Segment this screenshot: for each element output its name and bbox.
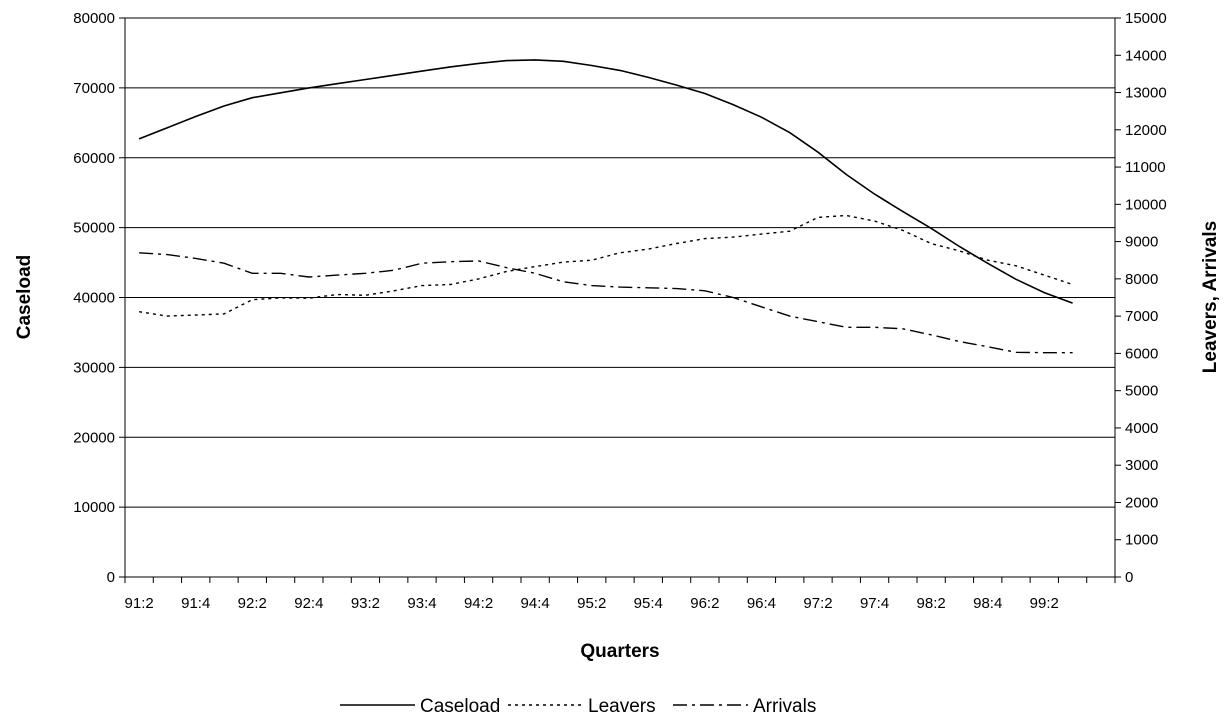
left-axis-ticks: 0 10000 20000 30000 40000 50000 60000 70000 8000… bbox=[73, 10, 125, 586]
x-axis-title: Quarters bbox=[580, 641, 659, 662]
right-tick-label: 10000 bbox=[1125, 196, 1167, 213]
series-lines bbox=[138, 59, 1073, 354]
right-tick-label: 12000 bbox=[1125, 122, 1167, 139]
left-tick-label: 60000 bbox=[73, 150, 115, 167]
x-axis-ticks: 91:2 91:4 92:2 92:4 93:2 93:4 94:2 94:4 95:2 95:4… bbox=[124, 577, 1116, 612]
right-tick-label: 9000 bbox=[1125, 234, 1158, 251]
x-tick-label: 95:4 bbox=[634, 595, 663, 612]
series-line-caseload bbox=[138, 59, 1073, 304]
left-tick-label: 50000 bbox=[73, 220, 115, 237]
left-tick-label: 10000 bbox=[73, 499, 115, 516]
legend-label-arrivals: Arrivals bbox=[753, 696, 816, 717]
right-tick-label: 7000 bbox=[1125, 308, 1158, 325]
x-tick-label: 98:4 bbox=[973, 595, 1002, 612]
x-tick-label: 97:2 bbox=[803, 595, 832, 612]
right-tick-label: 6000 bbox=[1125, 345, 1158, 362]
right-tick-label: 1000 bbox=[1125, 532, 1158, 549]
legend-label-leavers: Leavers bbox=[588, 696, 656, 717]
x-tick-label: 92:4 bbox=[294, 595, 323, 612]
left-tick-label: 80000 bbox=[73, 10, 115, 27]
gridlines bbox=[125, 87, 1115, 508]
series-line-leavers bbox=[138, 214, 1073, 317]
x-tick-label: 93:2 bbox=[351, 595, 380, 612]
left-tick-label: 30000 bbox=[73, 359, 115, 376]
legend: Caseload Leavers Arrivals bbox=[340, 696, 816, 717]
x-tick-label: 97:4 bbox=[860, 595, 889, 612]
x-tick-label: 94:2 bbox=[464, 595, 493, 612]
x-tick-label: 96:4 bbox=[747, 595, 776, 612]
left-tick-label: 20000 bbox=[73, 429, 115, 446]
right-tick-label: 15000 bbox=[1125, 10, 1167, 27]
right-axis-ticks: 0 1000 2000 3000 4000 5000 6000 7000 8000 9000 100… bbox=[1115, 10, 1167, 586]
x-tick-label: 94:4 bbox=[521, 595, 550, 612]
right-tick-label: 11000 bbox=[1125, 159, 1166, 176]
x-tick-label: 93:4 bbox=[407, 595, 436, 612]
x-tick-label: 91:4 bbox=[181, 595, 210, 612]
right-tick-label: 3000 bbox=[1125, 457, 1158, 474]
left-tick-label: 0 bbox=[107, 569, 115, 586]
right-tick-label: 5000 bbox=[1125, 383, 1158, 400]
x-tick-label: 99:2 bbox=[1030, 595, 1059, 612]
left-tick-label: 40000 bbox=[73, 290, 115, 307]
x-tick-label: 98:2 bbox=[917, 595, 946, 612]
series-line-arrivals bbox=[139, 252, 1073, 354]
x-tick-label: 92:2 bbox=[238, 595, 267, 612]
right-tick-label: 2000 bbox=[1125, 494, 1158, 511]
x-tick-label: 95:2 bbox=[577, 595, 606, 612]
left-tick-label: 70000 bbox=[73, 80, 115, 97]
right-tick-label: 0 bbox=[1125, 569, 1133, 586]
right-tick-label: 8000 bbox=[1125, 271, 1158, 288]
y2-axis-title: Leavers, Arrivals bbox=[1200, 221, 1221, 373]
right-tick-label: 4000 bbox=[1125, 420, 1158, 437]
y-axis-title: Caseload bbox=[14, 255, 35, 339]
legend-label-caseload: Caseload bbox=[420, 696, 500, 717]
right-tick-label: 13000 bbox=[1125, 85, 1167, 102]
x-tick-label: 96:2 bbox=[690, 595, 719, 612]
x-tick-label: 91:2 bbox=[125, 595, 154, 612]
right-tick-label: 14000 bbox=[1125, 47, 1167, 64]
